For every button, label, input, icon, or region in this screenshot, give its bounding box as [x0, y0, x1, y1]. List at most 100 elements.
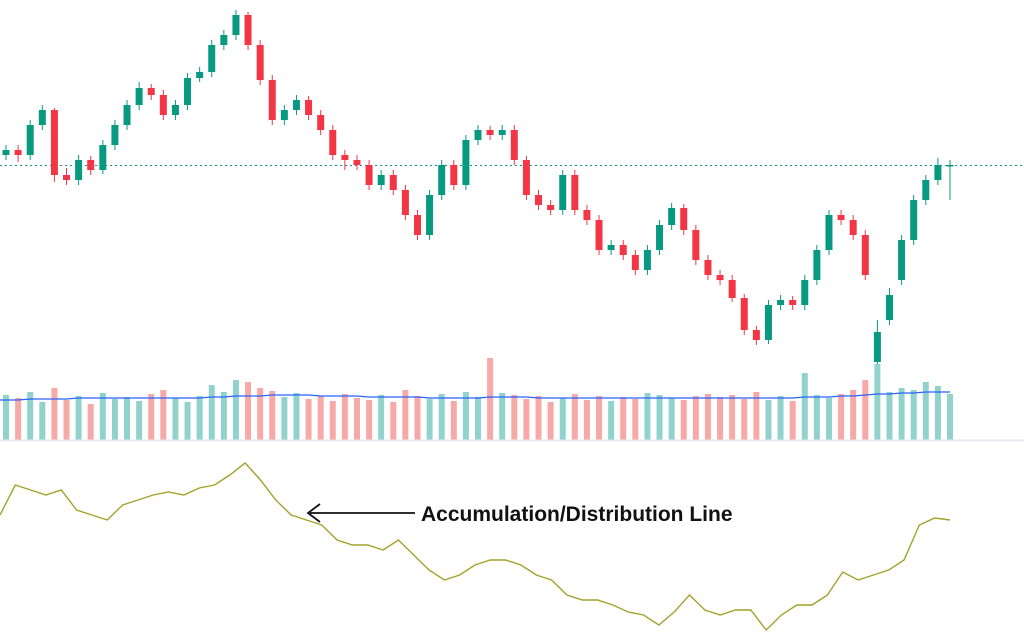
- volume-bar: [475, 397, 481, 440]
- volume-bar: [862, 380, 869, 440]
- ad-line: [0, 462, 951, 632]
- candle: [559, 170, 567, 215]
- candle-body: [825, 215, 833, 250]
- volume-bar: [39, 402, 46, 440]
- volume-bar: [160, 390, 167, 440]
- candle: [26, 120, 34, 160]
- volume-bar: [910, 390, 917, 440]
- candle-body: [716, 275, 724, 280]
- volume-bar: [462, 392, 469, 440]
- candle: [740, 294, 748, 335]
- candle: [111, 120, 119, 150]
- volume-bar: [402, 390, 409, 440]
- candle: [280, 105, 288, 125]
- candle-body: [885, 295, 893, 320]
- candle: [547, 200, 555, 215]
- volume-bar: [765, 400, 772, 440]
- volume-bar: [366, 400, 373, 440]
- volume-bar: [571, 394, 578, 440]
- volume-bar: [184, 402, 191, 440]
- volume-bars: [3, 358, 953, 440]
- candle: [329, 125, 337, 160]
- candle-body: [789, 300, 797, 305]
- candle: [50, 108, 58, 182]
- candle-body: [813, 250, 821, 280]
- candle-body: [99, 145, 107, 170]
- candle-body: [292, 100, 300, 110]
- volume-bar: [741, 399, 748, 440]
- candle: [692, 225, 700, 265]
- candle: [426, 190, 434, 240]
- volume-bar: [208, 385, 215, 440]
- candle-body: [184, 78, 192, 105]
- candle: [196, 67, 204, 82]
- candle: [813, 245, 821, 285]
- candle-body: [305, 100, 313, 115]
- candle-body: [341, 155, 349, 160]
- candle-body: [922, 180, 930, 200]
- volume-bar: [450, 401, 457, 440]
- volume-bar: [220, 392, 227, 440]
- candle: [256, 40, 264, 85]
- candle: [595, 215, 603, 255]
- candle: [789, 296, 797, 310]
- candle: [522, 156, 530, 200]
- candle: [752, 326, 760, 345]
- candle: [474, 125, 482, 145]
- candle: [413, 210, 421, 240]
- candle: [401, 185, 409, 220]
- candle-body: [522, 160, 530, 195]
- candle-body: [643, 250, 651, 270]
- candle-body: [438, 165, 446, 195]
- volume-bar: [511, 395, 518, 440]
- candle-body: [873, 332, 881, 362]
- candle: [232, 10, 240, 40]
- volume-bar: [644, 393, 651, 440]
- candle: [668, 203, 676, 230]
- volume-bar: [922, 382, 929, 440]
- candle-body: [14, 150, 22, 155]
- candle-body: [26, 125, 34, 155]
- candle-body: [510, 130, 518, 160]
- candle-body: [752, 330, 760, 340]
- volume-bar: [668, 398, 675, 440]
- candle-body: [619, 245, 627, 255]
- volume-bar: [934, 386, 941, 440]
- candle-body: [692, 230, 700, 260]
- candle: [377, 170, 385, 190]
- candle-body: [486, 130, 494, 135]
- candle-body: [135, 88, 143, 105]
- candle: [631, 250, 639, 275]
- volume-bar: [15, 398, 22, 440]
- candle-body: [583, 210, 591, 220]
- candle-body: [656, 225, 664, 250]
- candle-body: [123, 105, 131, 125]
- volume-bar: [438, 394, 445, 440]
- volume-bar: [414, 396, 421, 440]
- annotation-label: Accumulation/Distribution Line: [421, 503, 733, 526]
- candle-body: [280, 110, 288, 120]
- candle: [365, 160, 373, 190]
- annotation-arrow: [306, 503, 415, 523]
- candle-body: [450, 165, 458, 185]
- candles: [2, 10, 954, 368]
- candle-body: [196, 72, 204, 78]
- candle-body: [704, 260, 712, 275]
- volume-bar: [390, 402, 397, 440]
- volume-bar: [172, 398, 179, 440]
- candle: [898, 235, 906, 285]
- candle: [607, 240, 615, 255]
- candle-body: [910, 200, 918, 240]
- candle: [171, 100, 179, 120]
- candle-body: [777, 300, 785, 305]
- volume-bar: [148, 394, 155, 440]
- candle-body: [329, 130, 337, 155]
- volume-bar: [753, 392, 760, 440]
- candle-body: [837, 215, 845, 220]
- candle: [837, 210, 845, 225]
- candle: [147, 84, 155, 100]
- candle: [535, 190, 543, 210]
- candle-body: [365, 165, 373, 185]
- volume-bar: [789, 401, 796, 440]
- candle-body: [535, 195, 543, 205]
